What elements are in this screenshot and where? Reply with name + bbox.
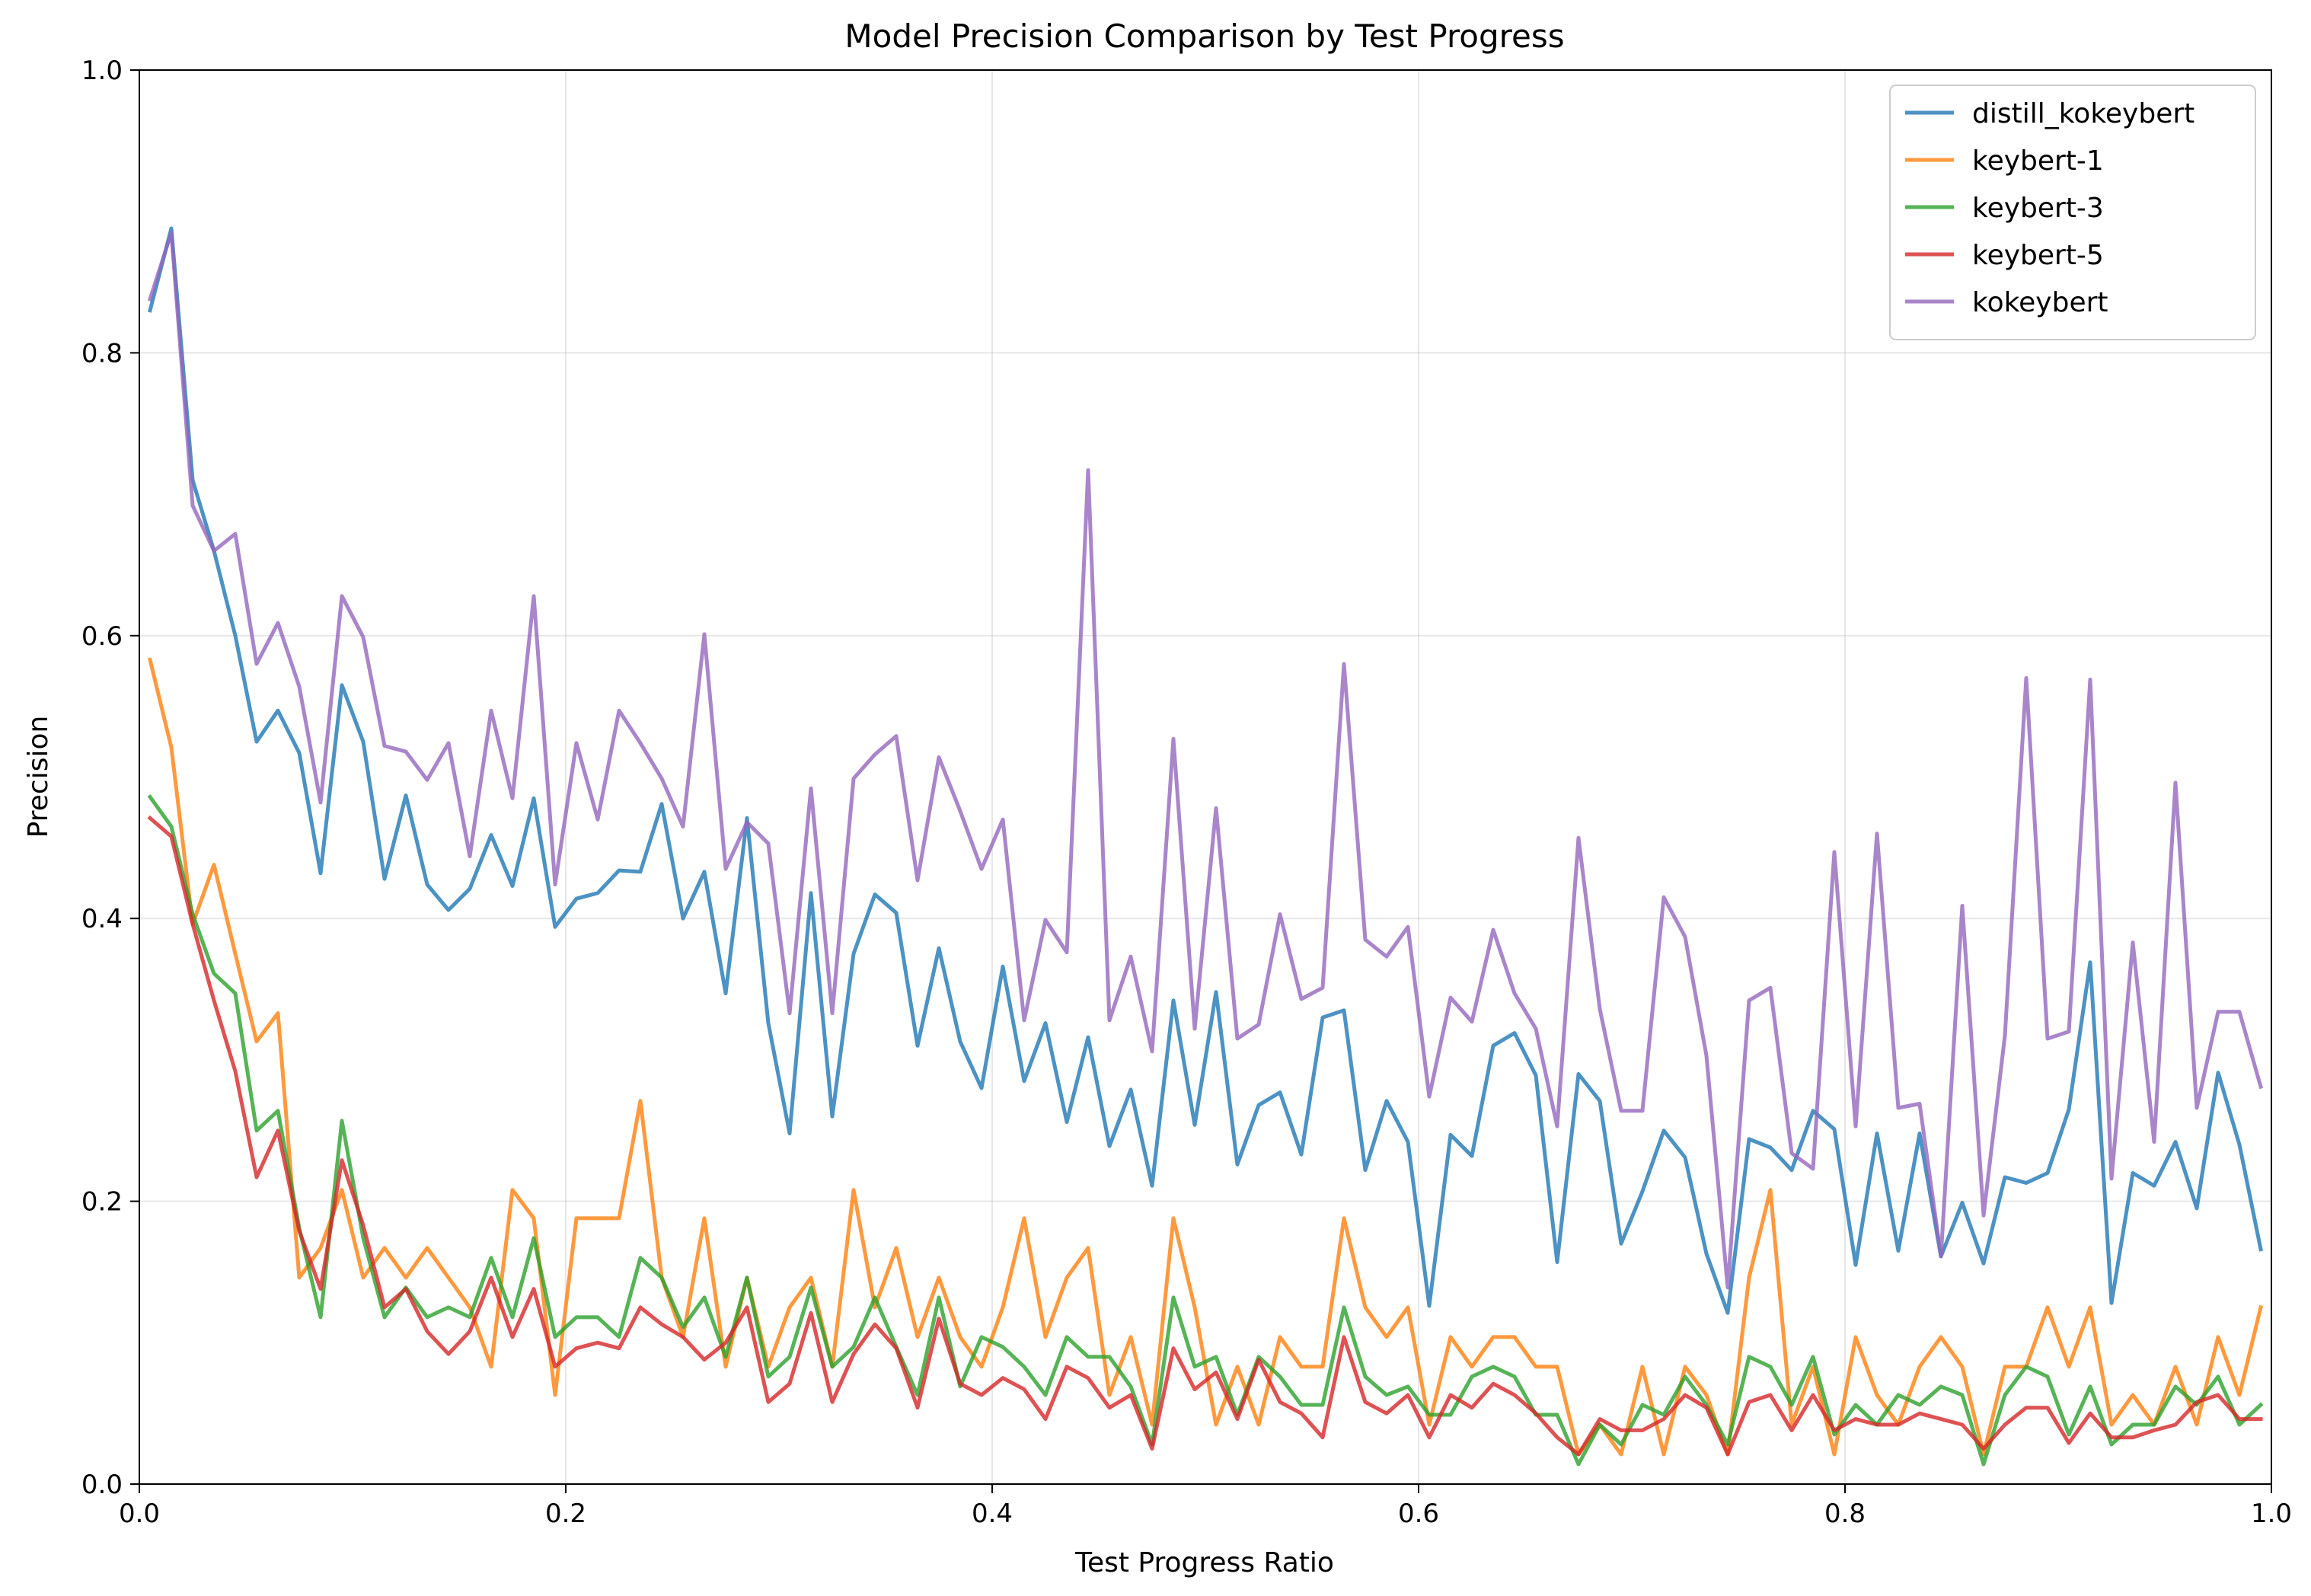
x-tick-label: 1.0 [2251,1499,2292,1529]
axis-ticks: 0.0 0.2 0.4 0.6 0.8 1.0 0.0 0.2 0.4 0.6 0.8 1.0 [81,56,2292,1529]
series-line-kokeybert [147,231,2264,1290]
legend-label: keybert-1 [1972,145,2104,177]
legend-box [1889,85,2256,340]
y-tick-label: 0.6 [81,621,123,652]
grid-lines [139,69,2272,1485]
x-tick-label: 0.8 [1824,1499,1866,1529]
chart-title: Model Precision Comparison by Test Progr… [844,18,1564,55]
y-tick-label: 0.8 [81,338,123,369]
legend: distill_kokeybert keybert-1 keybert-3 keybe… [1889,85,2256,340]
legend-label: distill_kokeybert [1972,98,2194,129]
legend-label: keybert-5 [1972,240,2104,271]
legend-label: keybert-3 [1972,193,2104,224]
y-tick-label: 0.4 [81,904,123,934]
x-tick-label: 0.4 [972,1499,1013,1529]
series-line-distill_kokeybert [147,226,2263,1315]
legend-label: kokeybert [1972,287,2108,318]
series-line-keybert-3 [147,794,2264,1467]
y-tick-label: 0.2 [81,1187,123,1218]
series-line-keybert-5 [147,815,2263,1457]
x-tick-label: 0.2 [545,1499,586,1529]
x-tick-label: 0.6 [1398,1499,1439,1529]
y-tick-label: 0.0 [81,1470,123,1500]
x-tick-label: 0.0 [119,1499,160,1529]
y-axis-label: Precision [23,716,54,838]
plot-series [147,226,2264,1467]
series-line-keybert-1 [147,657,2264,1457]
x-axis-label: Test Progress Ratio [1074,1547,1334,1578]
plot-frame [139,69,2272,1485]
y-tick-label: 1.0 [81,56,123,86]
